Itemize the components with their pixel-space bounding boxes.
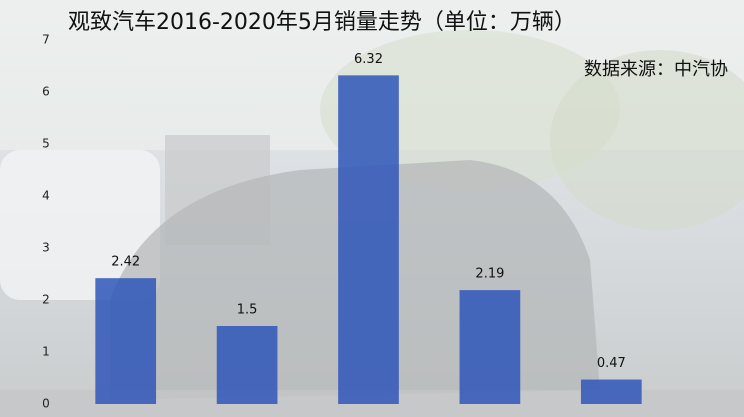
bar xyxy=(216,326,278,404)
y-tick-label: 0 xyxy=(42,397,50,411)
chart-title: 观致汽车2016-2020年5月销量走势（单位：万辆） xyxy=(68,10,576,35)
y-tick-label: 1 xyxy=(42,345,50,359)
bar xyxy=(580,379,642,404)
bar xyxy=(95,278,157,404)
y-tick-label: 7 xyxy=(42,33,50,47)
bar xyxy=(459,290,521,404)
y-tick-label: 2 xyxy=(42,293,50,307)
y-tick-label: 4 xyxy=(42,189,50,203)
y-tick-label: 6 xyxy=(42,85,50,99)
y-tick-label: 5 xyxy=(42,137,50,151)
data-label: 2.19 xyxy=(475,267,504,282)
chart-subtitle: 数据来源：中汽协 xyxy=(584,59,728,80)
data-label: 1.5 xyxy=(237,303,258,318)
y-tick-label: 3 xyxy=(42,241,50,255)
data-label: 2.42 xyxy=(111,255,140,270)
bar xyxy=(338,75,399,405)
data-label: 6.32 xyxy=(354,52,383,67)
data-label: 0.47 xyxy=(597,356,626,371)
background-car xyxy=(0,150,160,300)
background-tree xyxy=(550,50,744,230)
